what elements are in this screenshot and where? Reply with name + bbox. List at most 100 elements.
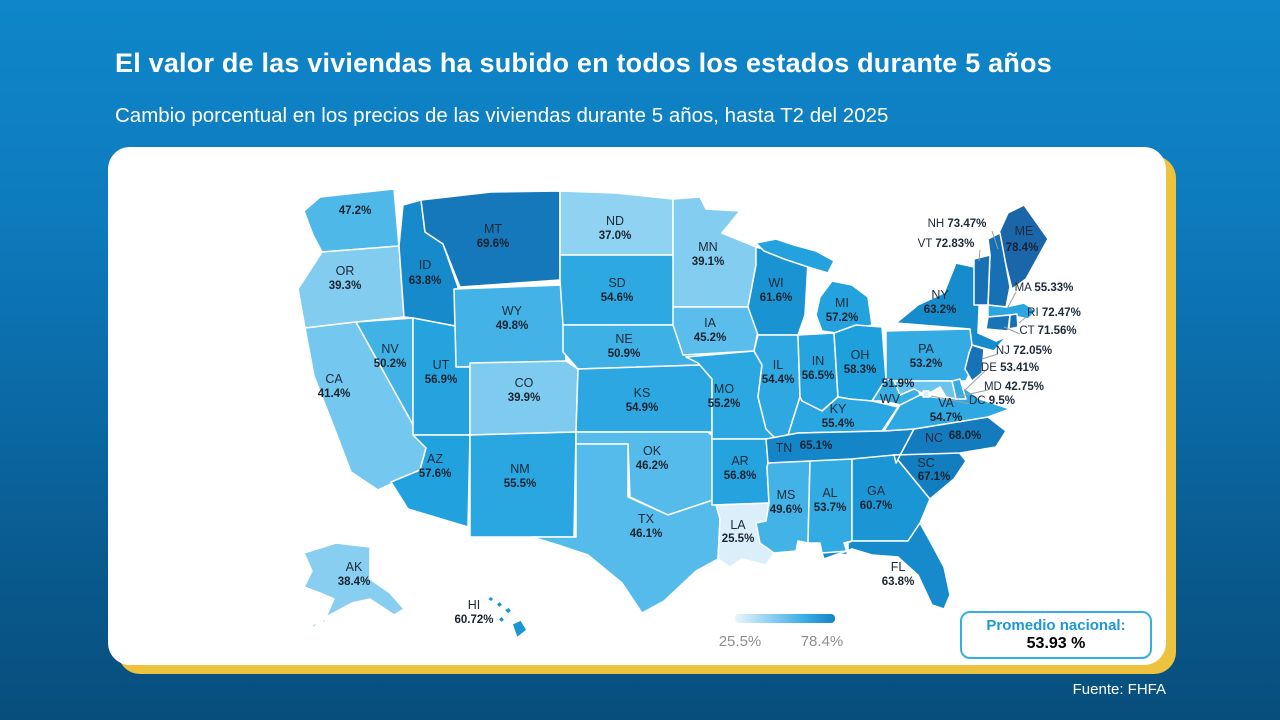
state-DC [922,390,930,398]
state-value-KY: 55.4% [822,418,855,430]
state-abbr-AR: AR [731,454,748,468]
state-IA [672,306,761,356]
state-abbr-OK: OK [643,444,662,458]
state-value-MN: 39.1% [692,256,725,268]
callout-line-NH [991,230,999,250]
state-value-VA: 54.7% [930,412,963,424]
state-abbr-HI: HI [468,598,481,612]
state-abbr-KY: KY [830,402,847,416]
state-abbr-AL: AL [822,486,837,500]
national-average-box: Promedio nacional: 53.93 % [960,611,1152,659]
state-value-OK: 46.2% [636,460,669,472]
callout-line-VT [978,249,981,262]
state-abbr-VA: VA [938,396,954,410]
state-abbr-AK: AK [346,560,363,574]
state-value-FL: 63.8% [882,576,915,588]
state-value-MS: 49.6% [770,504,803,516]
callout-line-MA [1007,291,1017,308]
callout-label-VT: VT 72.83% [918,238,975,250]
callout-label-NJ: NJ 72.05% [996,345,1052,357]
state-value-NE: 50.9% [608,348,641,360]
state-abbr-UT: UT [433,358,450,372]
state-abbr-MO: MO [714,382,734,396]
national-average-value: 53.93 % [1026,635,1086,652]
state-value-AZ: 57.6% [419,468,452,480]
state-value-NM: 55.5% [504,478,537,490]
legend: 25.5% 78.4% [706,611,936,659]
state-value-IL: 54.4% [762,374,795,386]
legend-gradient-bar [735,614,835,623]
state-value-MI: 57.2% [826,312,859,324]
state-abbr-NM: NM [510,462,529,476]
state-value-UT: 56.9% [425,374,458,386]
state-value-WA: 47.2% [339,205,372,217]
state-value-NV: 50.2% [374,358,407,370]
state-value-IA: 45.2% [694,332,727,344]
state-value-WY: 49.8% [496,320,529,332]
state-value-ND: 37.0% [599,230,632,242]
state-abbr-SD: SD [608,276,625,290]
state-TX [531,443,721,614]
state-abbr-NY: NY [931,288,949,302]
us-choropleth-map: 47.2% OR 39.3% CA 41.4% NV 50.2% ID 63.8% MT 69.6%… [297,188,1081,639]
state-value-ME: 78.4% [1006,242,1039,254]
state-abbr-MN: MN [698,240,717,254]
map-card: 47.2% OR 39.3% CA 41.4% NV 50.2% ID 63.8% MT 69.6%… [108,147,1166,665]
state-NJ [964,344,985,382]
state-abbr-ID: ID [419,258,432,272]
state-SD [559,254,677,326]
state-abbr-ND: ND [606,214,624,228]
state-value-WI: 61.6% [760,292,793,304]
state-value-SD: 54.6% [601,292,634,304]
state-value-CA: 41.4% [318,388,351,400]
state-NC [893,416,1007,464]
state-value-MT: 69.6% [477,238,510,250]
state-abbr-IL: IL [773,358,783,372]
state-abbr-WY: WY [502,304,523,318]
state-abbr-MI: MI [835,296,849,310]
callout-label-MD: MD 42.75% [984,381,1044,393]
state-value-MO: 55.2% [708,398,741,410]
state-abbr-ME: ME [1015,224,1034,238]
state-value-AL: 53.7% [814,502,847,514]
state-abbr-FL: FL [891,560,906,574]
page-subtitle: Cambio porcentual en los precios de las … [115,104,889,127]
state-abbr-AZ: AZ [427,452,443,466]
callout-line-DC [930,395,971,405]
state-abbr-WI: WI [768,276,783,290]
state-VT [973,254,991,306]
state-ID [398,199,459,327]
state-abbr-NC: NC [925,431,943,445]
state-abbr-IA: IA [704,316,716,330]
state-abbr-TX: TX [638,512,655,526]
state-HI [486,595,528,639]
state-abbr-CA: CA [325,372,343,386]
state-FL [821,522,951,610]
state-abbr-MS: MS [777,488,796,502]
state-CT [985,314,1011,332]
state-abbr-SC: SC [917,456,934,470]
state-value-IN: 56.5% [802,370,835,382]
state-abbr-NV: NV [381,342,399,356]
state-value-NC: 68.0% [949,430,982,442]
state-value-TX: 46.1% [630,528,663,540]
state-OH [833,324,887,402]
state-AK [303,542,405,629]
state-value-KS: 54.9% [626,402,659,414]
state-abbr-NE: NE [615,332,632,346]
state-abbr-MT: MT [484,222,502,236]
state-abbr-WV: WV [880,392,901,406]
state-value-TN: 65.1% [800,440,833,452]
callout-label-CT: CT 71.56% [1019,325,1076,337]
state-shapes [297,188,1049,639]
state-value-PA: 53.2% [910,358,943,370]
callout-line-CT [1003,326,1021,335]
state-value-OH: 58.3% [844,364,877,376]
state-MT [420,190,561,288]
state-value-AK: 38.4% [338,576,371,588]
state-abbr-OH: OH [851,348,870,362]
legend-min-label: 25.5% [718,633,762,650]
state-abbr-PA: PA [918,342,934,356]
state-value-LA: 25.5% [722,533,755,545]
callout-line-RI [1018,316,1027,324]
